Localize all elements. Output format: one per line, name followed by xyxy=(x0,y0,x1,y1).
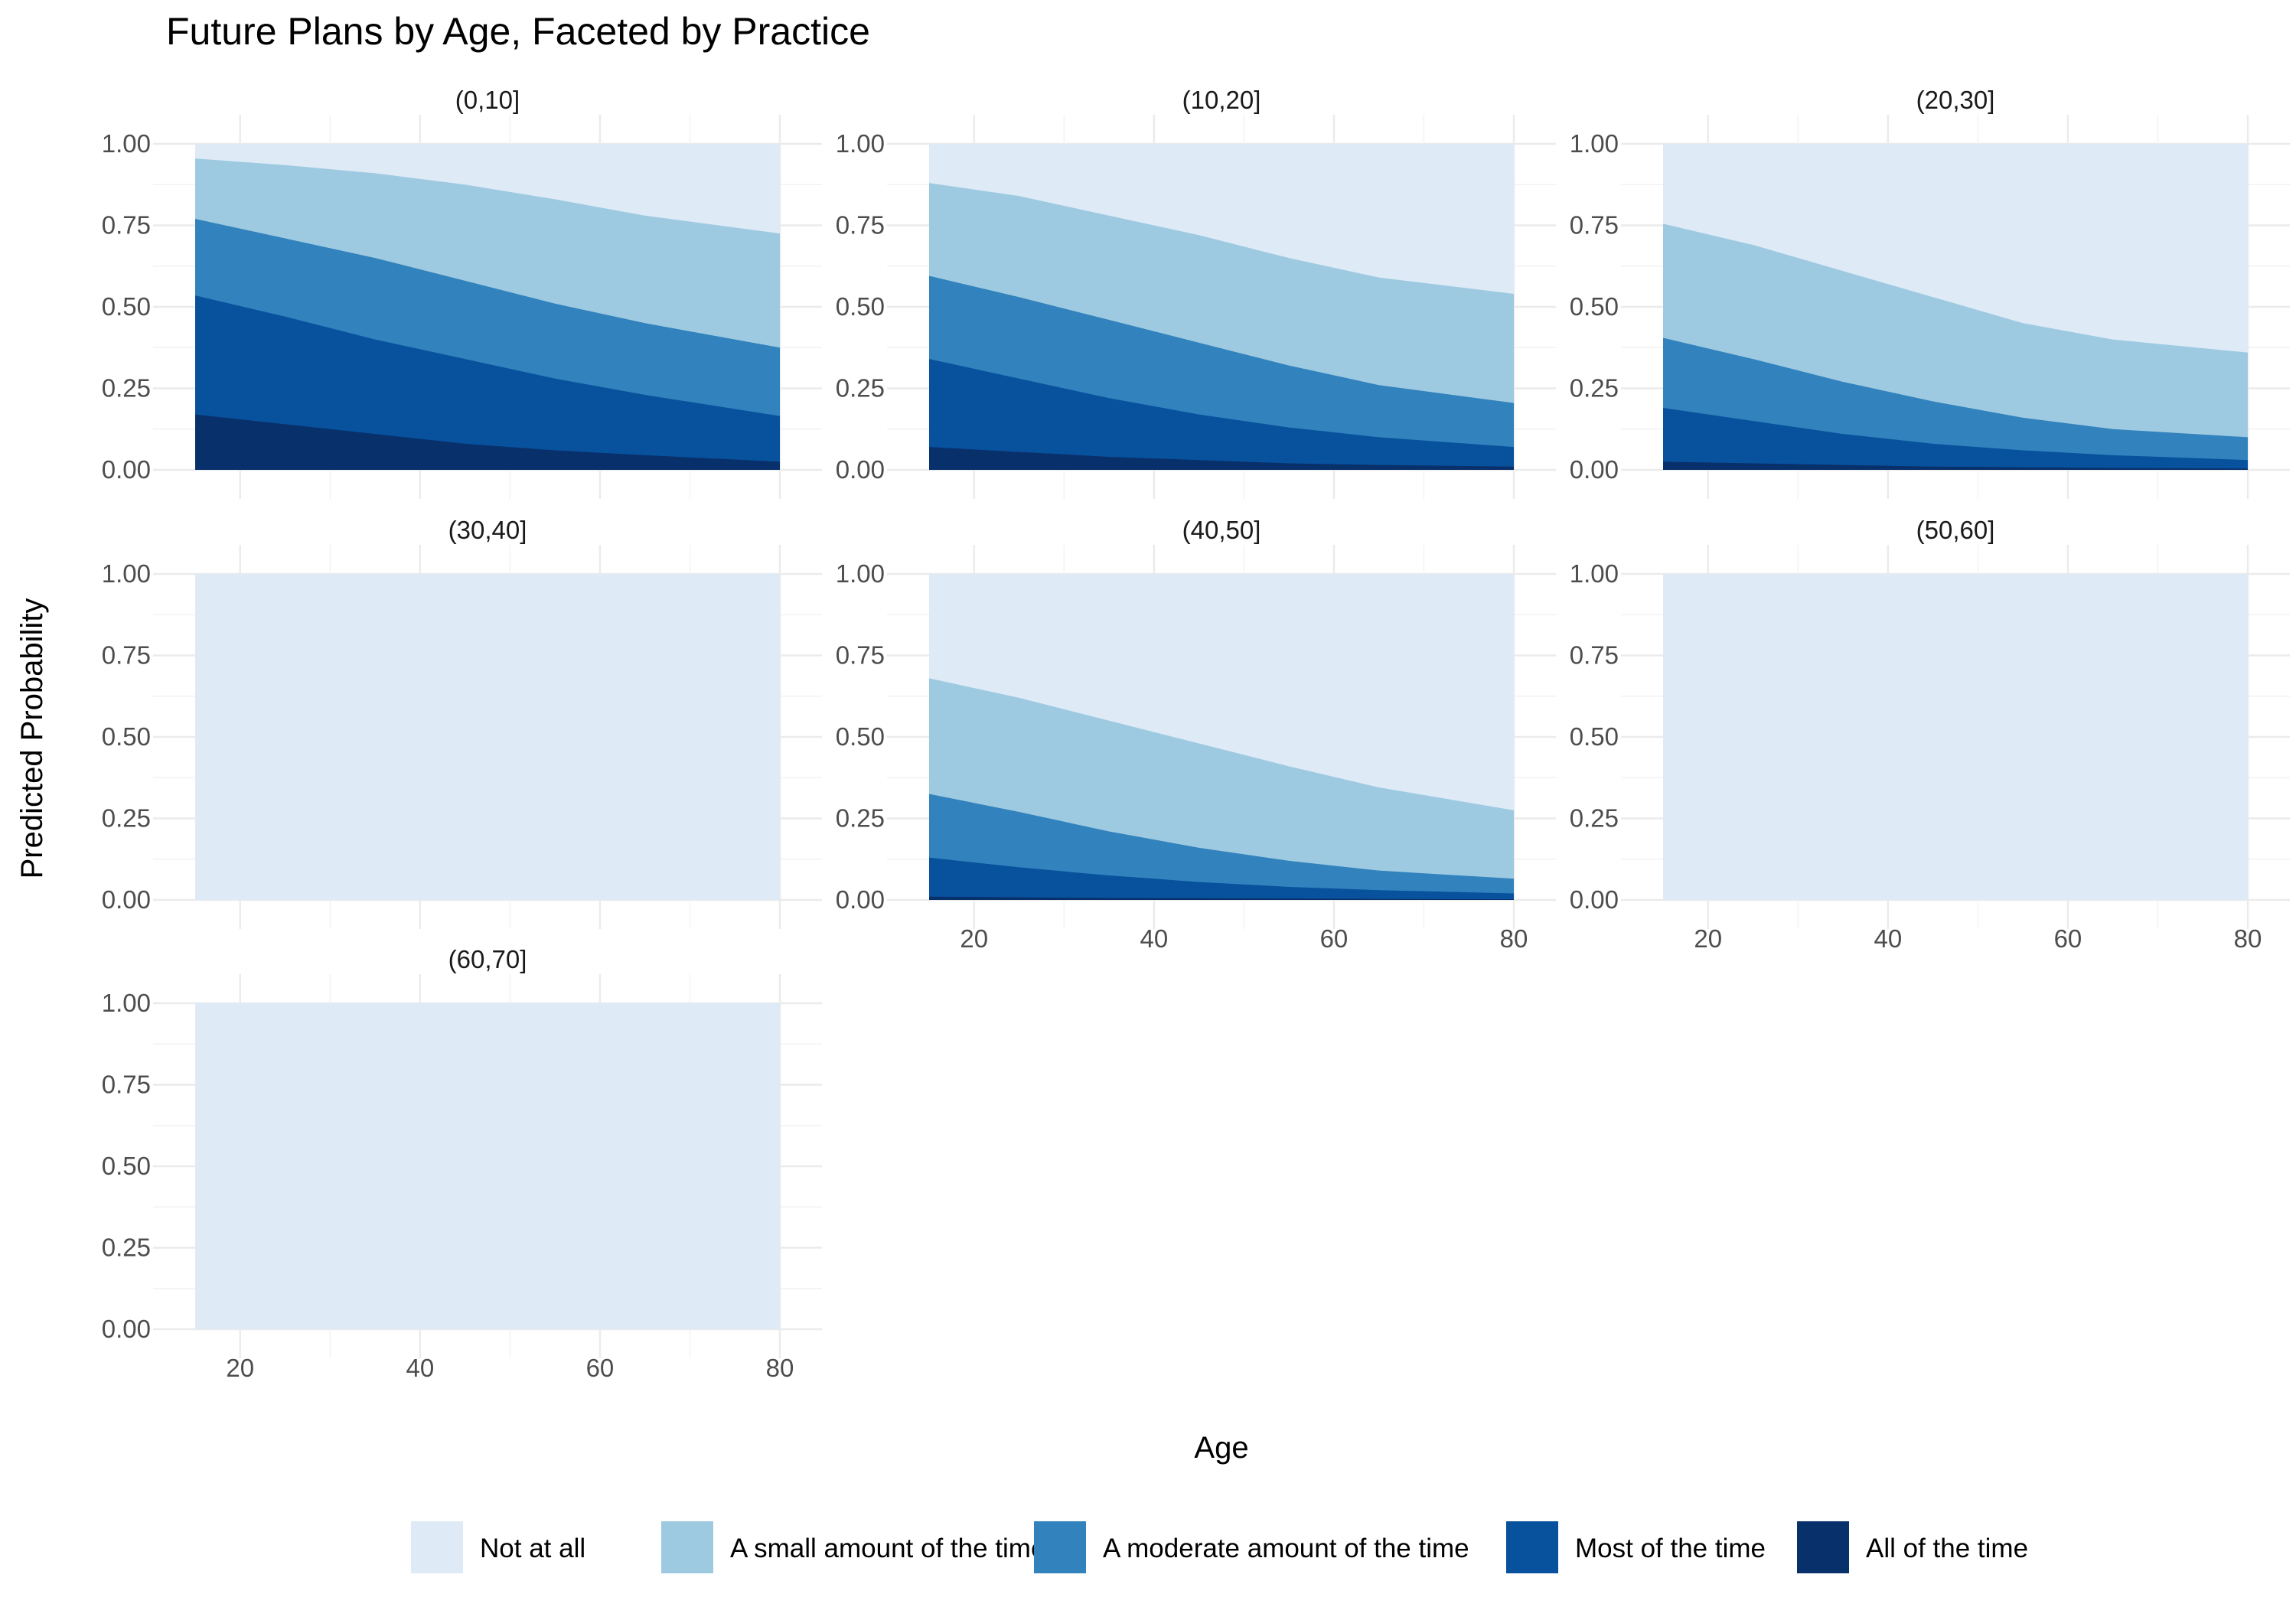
facet-strip-label: (30,40] xyxy=(448,516,527,544)
facet-panel: (20,30] 0.00 0.25 0.50 0.75 1.00 xyxy=(1570,86,2290,499)
facet-strip-label: (60,70] xyxy=(448,945,527,973)
legend-key xyxy=(411,1521,463,1573)
y-tick-label: 1.00 xyxy=(1570,129,1619,158)
area-all-of-the-time xyxy=(929,447,1514,470)
x-tick-label: 20 xyxy=(226,1354,254,1382)
x-tick-label: 40 xyxy=(1140,924,1168,953)
area-most-of-the-time xyxy=(1663,408,2248,470)
y-tick-label: 0.75 xyxy=(836,211,885,240)
area-not-at-all xyxy=(1663,574,2248,900)
y-tick-label: 0.50 xyxy=(836,292,885,321)
legend-item: All of the time xyxy=(1797,1521,2028,1573)
facet-panel: (0,10] 0.00 0.25 0.50 0.75 1.00 xyxy=(102,86,822,499)
x-tick-label: 60 xyxy=(1320,924,1349,953)
y-tick-label: 0.25 xyxy=(102,374,151,403)
y-tick-label: 0.00 xyxy=(836,885,885,914)
x-axis-title: Age xyxy=(1194,1431,1248,1465)
facet-strip-label: (20,30] xyxy=(1916,86,1995,114)
facet-strip-label: (0,10] xyxy=(455,86,520,114)
y-tick-label: 0.75 xyxy=(836,641,885,670)
y-tick-label: 0.25 xyxy=(1570,804,1619,833)
facet-panel: (50,60] 0.00 0.25 0.50 0.75 1.00 20 40 60 80 xyxy=(1570,516,2290,953)
y-tick-label: 0.75 xyxy=(1570,211,1619,240)
y-tick-label: 0.00 xyxy=(102,455,151,484)
y-tick-label: 0.75 xyxy=(102,211,151,240)
y-tick-label: 0.00 xyxy=(102,885,151,914)
y-tick-label: 0.25 xyxy=(836,804,885,833)
y-tick-label: 0.75 xyxy=(102,641,151,670)
y-tick-label: 0.00 xyxy=(1570,455,1619,484)
area-all-of-the-time xyxy=(1663,461,2248,470)
y-axis-title: Predicted Probability xyxy=(15,598,49,879)
legend-label: Not at all xyxy=(480,1534,585,1563)
y-tick-label: 1.00 xyxy=(102,559,151,588)
y-tick-label: 0.50 xyxy=(102,1152,151,1180)
x-tick-label: 40 xyxy=(1874,924,1902,953)
y-tick-label: 0.00 xyxy=(102,1315,151,1343)
x-tick-label: 80 xyxy=(2234,924,2262,953)
legend-item: A small amount of the time xyxy=(661,1521,1045,1573)
y-tick-label: 0.25 xyxy=(1570,374,1619,403)
y-tick-label: 0.50 xyxy=(102,292,151,321)
legend-label: All of the time xyxy=(1866,1534,2028,1563)
facet-panel: (40,50] 0.00 0.25 0.50 0.75 1.00 20 40 60 80 xyxy=(836,516,1556,953)
facet-strip-label: (50,60] xyxy=(1916,516,1995,544)
y-tick-label: 0.25 xyxy=(836,374,885,403)
x-tick-label: 20 xyxy=(1694,924,1722,953)
area-most-of-the-time xyxy=(195,295,780,470)
legend: Not at all A small amount of the time A mo… xyxy=(411,1521,2028,1573)
legend-item: A moderate amount of the time xyxy=(1034,1521,1469,1573)
x-tick-label: 20 xyxy=(960,924,988,953)
y-tick-label: 0.00 xyxy=(1570,885,1619,914)
y-tick-label: 0.50 xyxy=(836,722,885,751)
area-all-of-the-time xyxy=(929,896,1514,900)
legend-label: Most of the time xyxy=(1575,1534,1766,1563)
legend-key xyxy=(661,1521,713,1573)
y-tick-label: 1.00 xyxy=(1570,559,1619,588)
chart-title: Future Plans by Age, Faceted by Practice xyxy=(166,10,870,53)
legend-key xyxy=(1034,1521,1086,1573)
facet-panels: (0,10] 0.00 0.25 0.50 0.75 1.00 (10,20] 0.00 0.2… xyxy=(102,86,2290,1382)
area-most-of-the-time xyxy=(929,857,1514,900)
y-tick-label: 0.25 xyxy=(102,804,151,833)
legend-item: Most of the time xyxy=(1506,1521,1766,1573)
y-tick-label: 0.75 xyxy=(102,1071,151,1099)
legend-label: A small amount of the time xyxy=(730,1534,1045,1563)
legend-label: A moderate amount of the time xyxy=(1103,1534,1469,1563)
y-tick-label: 0.50 xyxy=(102,722,151,751)
area-not-at-all xyxy=(195,1003,780,1329)
y-tick-label: 1.00 xyxy=(836,129,885,158)
y-tick-label: 0.75 xyxy=(1570,641,1619,670)
area-all-of-the-time xyxy=(195,414,780,470)
x-tick-label: 40 xyxy=(406,1354,434,1382)
facet-strip-label: (10,20] xyxy=(1182,86,1261,114)
y-tick-label: 0.00 xyxy=(836,455,885,484)
legend-item: Not at all xyxy=(411,1521,585,1573)
y-tick-label: 0.50 xyxy=(1570,292,1619,321)
y-tick-label: 1.00 xyxy=(102,989,151,1017)
y-tick-label: 0.25 xyxy=(102,1234,151,1262)
x-tick-label: 80 xyxy=(1500,924,1528,953)
x-tick-label: 60 xyxy=(2054,924,2082,953)
area-not-at-all xyxy=(195,574,780,900)
facet-panel: (30,40] 0.00 0.25 0.50 0.75 1.00 xyxy=(102,516,822,929)
area-most-of-the-time xyxy=(929,359,1514,470)
facet-strip-label: (40,50] xyxy=(1182,516,1261,544)
legend-key xyxy=(1797,1521,1849,1573)
legend-key xyxy=(1506,1521,1558,1573)
facet-panel: (60,70] 0.00 0.25 0.50 0.75 1.00 20 40 60 80 xyxy=(102,945,822,1382)
y-tick-label: 1.00 xyxy=(102,129,151,158)
y-tick-label: 1.00 xyxy=(836,559,885,588)
x-tick-label: 60 xyxy=(586,1354,615,1382)
y-tick-label: 0.50 xyxy=(1570,722,1619,751)
x-tick-label: 80 xyxy=(766,1354,794,1382)
facet-panel: (10,20] 0.00 0.25 0.50 0.75 1.00 xyxy=(836,86,1556,499)
